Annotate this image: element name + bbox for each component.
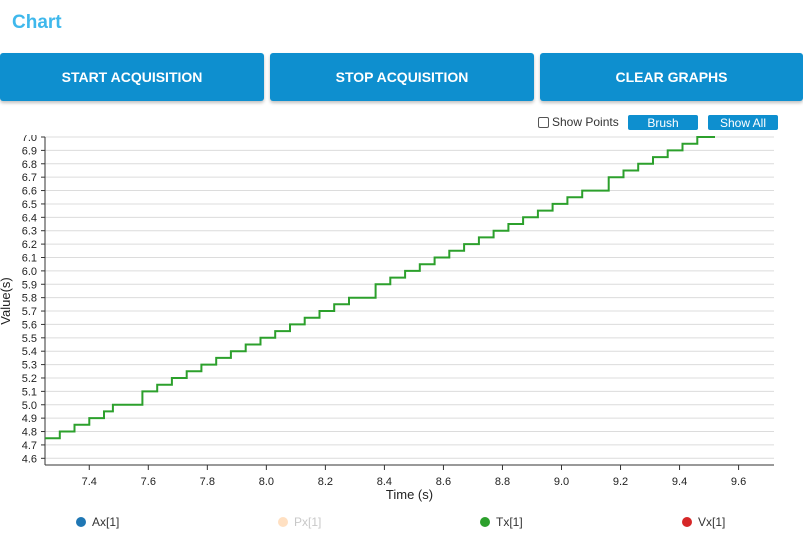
action-button-row: START ACQUISITION STOP ACQUISITION CLEAR…	[0, 53, 803, 101]
line-chart[interactable]: 4.64.74.8 4.95.0 5.15.25.3 5.45.5 5.65.75.8 5…	[0, 135, 803, 535]
y-tick-label: 5.8	[22, 293, 37, 305]
y-tick-label: 4.9	[22, 413, 37, 425]
legend-label-vx1: Vx[1]	[698, 515, 725, 529]
stop-acquisition-button[interactable]: STOP ACQUISITION	[270, 53, 534, 101]
show-points-toggle[interactable]: Show Points	[538, 114, 619, 130]
x-tick-label: 8.2	[318, 476, 333, 488]
x-tick-label: 8.4	[377, 476, 392, 488]
x-axis-ticks: 7.4 7.6 7.8 8.0 8.2 8.4 8.6 8.8 9.0 9.2 9.4 9.6	[82, 465, 746, 488]
y-tick-label: 6.2	[22, 239, 37, 251]
y-tick-label: 5.4	[22, 346, 37, 358]
y-tick-label: 5.2	[22, 373, 37, 385]
y-tick-label: 6.7	[22, 172, 37, 184]
x-tick-label: 7.8	[200, 476, 215, 488]
x-tick-label: 7.4	[82, 476, 97, 488]
show-points-checkbox[interactable]	[538, 116, 549, 128]
x-tick-label: 9.6	[731, 476, 746, 488]
y-tick-label: 6.1	[22, 252, 37, 264]
y-tick-label: 6.6	[22, 186, 37, 198]
y-tick-label: 5.1	[22, 386, 37, 398]
show-all-button[interactable]: Show All	[708, 115, 778, 130]
chart-legend: Ax[1] Px[1] Tx[1] Vx[1]	[76, 515, 725, 529]
x-tick-label: 9.2	[613, 476, 628, 488]
legend-marker-ax1	[76, 517, 86, 527]
legend-label-ax1: Ax[1]	[92, 515, 119, 529]
x-tick-label: 7.6	[141, 476, 156, 488]
x-tick-label: 8.6	[436, 476, 451, 488]
y-tick-label: 4.6	[22, 453, 37, 465]
legend-marker-tx1	[480, 517, 490, 527]
x-tick-label: 9.4	[672, 476, 687, 488]
y-tick-label: 5.9	[22, 279, 37, 291]
y-axis-label: Value(s)	[0, 277, 13, 324]
y-tick-label: 5.3	[22, 360, 37, 372]
brush-button[interactable]: Brush	[628, 115, 698, 130]
x-tick-label: 8.8	[495, 476, 510, 488]
x-tick-label: 9.0	[554, 476, 569, 488]
y-tick-label: 6.9	[22, 145, 37, 157]
show-points-label: Show Points	[552, 115, 619, 129]
legend-label-tx1: Tx[1]	[496, 515, 523, 529]
y-tick-label: 6.0	[22, 266, 37, 278]
start-acquisition-button[interactable]: START ACQUISITION	[0, 53, 264, 101]
y-tick-label: 5.0	[22, 400, 37, 412]
legend-label-px1: Px[1]	[294, 515, 321, 529]
x-axis-label: Time (s)	[386, 487, 433, 502]
legend-marker-vx1	[682, 517, 692, 527]
y-tick-label: 7.0	[22, 135, 37, 144]
y-tick-label: 4.8	[22, 427, 37, 439]
chart-controls: Show Points Brush Show All	[0, 114, 803, 132]
y-tick-label: 6.3	[22, 226, 37, 238]
y-tick-label: 6.5	[22, 199, 37, 211]
y-tick-label: 5.7	[22, 306, 37, 318]
x-tick-label: 8.0	[259, 476, 274, 488]
series-group	[45, 136, 715, 440]
series-line-tx1	[45, 136, 715, 440]
y-tick-label: 6.8	[22, 159, 37, 171]
clear-graphs-button[interactable]: CLEAR GRAPHS	[540, 53, 803, 101]
y-tick-label: 5.6	[22, 319, 37, 331]
y-tick-label: 4.7	[22, 440, 37, 452]
y-tick-label: 6.4	[22, 212, 37, 224]
y-tick-label: 5.5	[22, 333, 37, 345]
legend-marker-px1	[278, 517, 288, 527]
grid-lines	[45, 136, 774, 459]
page-title: Chart	[12, 12, 62, 33]
y-axis-ticks: 4.64.74.8 4.95.0 5.15.25.3 5.45.5 5.65.75.8 5…	[22, 135, 45, 465]
